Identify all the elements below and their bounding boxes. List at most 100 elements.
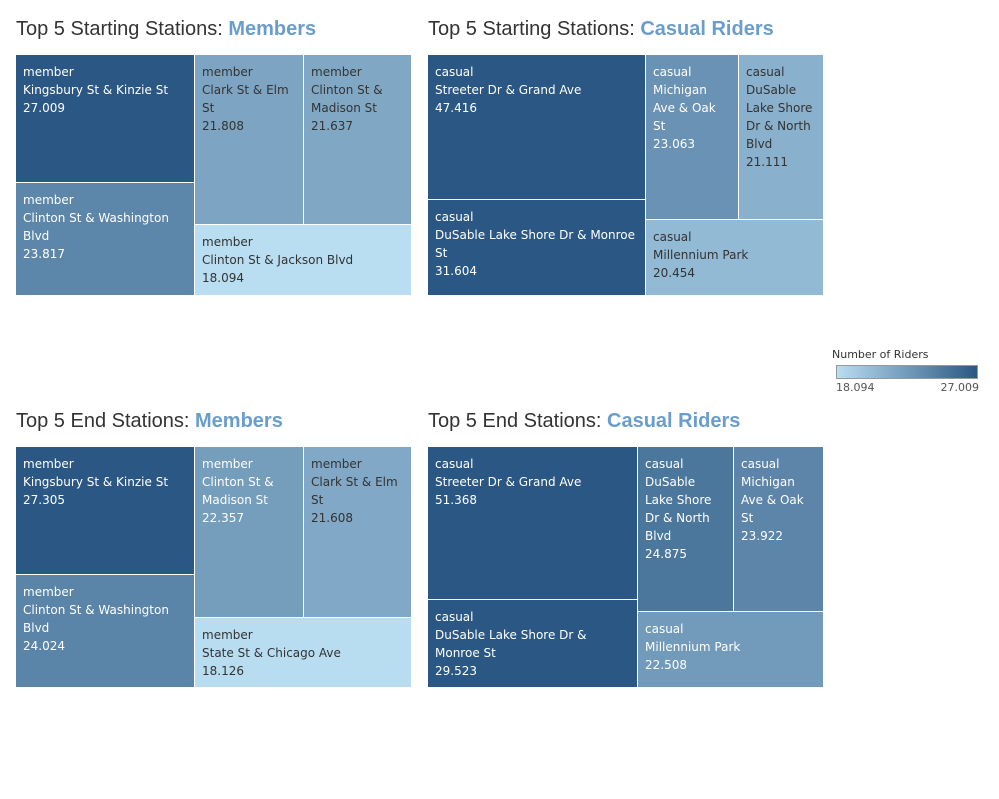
cell-value-label: 24.024 [23,639,65,653]
cell-group-label: casual [435,210,474,224]
panel-title-start-casual: Top 5 Starting Stations: Casual Riders [428,18,774,41]
legend-gradient-bar [836,365,978,379]
treemap-cell[interactable]: member Kingsbury St & Kinzie St 27.305 [16,447,195,575]
cell-group-label: member [23,65,74,79]
treemap-cell[interactable]: casual DuSable Lake Shore Dr & Monroe St 2… [428,600,638,688]
legend-labels: 18.094 27.009 [832,381,982,397]
cell-value-label: 18.126 [202,664,244,678]
cell-station-label: Michigan Ave & Oak St [653,83,716,133]
title-prefix: Top 5 Starting Stations: [428,18,641,40]
legend-max-label: 27.009 [940,381,980,394]
cell-value-label: 27.305 [23,493,65,507]
cell-group-label: casual [741,457,780,471]
treemap-cell[interactable]: member Clinton St & Jackson Blvd 18.094 [195,225,412,296]
cell-group-label: casual [435,610,474,624]
cell-group-label: member [202,235,253,249]
cell-station-label: DuSable Lake Shore Dr & North Blvd [645,475,712,543]
treemap-cell[interactable]: casual Michigan Ave & Oak St 23.922 [734,447,824,612]
cell-station-label: DuSable Lake Shore Dr & Monroe St [435,228,636,260]
treemap-end-casual: casual Streeter Dr & Grand Ave 51.368 casua… [428,447,824,688]
legend-min-label: 18.094 [836,381,875,394]
cell-group-label: casual [746,65,785,79]
cell-group-label: casual [435,457,474,471]
panel-title-end-members: Top 5 End Stations: Members [16,410,283,433]
treemap-cell[interactable]: member Clinton St & Madison St 22.357 [195,447,304,618]
cell-value-label: 23.817 [23,247,65,261]
cell-group-label: member [202,457,253,471]
title-prefix: Top 5 Starting Stations: [16,18,229,40]
treemap-cell[interactable]: casual Streeter Dr & Grand Ave 51.368 [428,447,638,600]
cell-value-label: 31.604 [435,264,477,278]
cell-station-label: DuSable Lake Shore Dr & Monroe St [435,628,587,660]
color-legend: Number of Riders 18.094 27.009 [832,348,982,397]
treemap-cell[interactable]: member Clark St & Elm St 21.608 [304,447,412,618]
cell-value-label: 22.508 [645,658,687,672]
cell-station-label: DuSable Lake Shore Dr & North Blvd [746,83,813,151]
cell-station-label: Kingsbury St & Kinzie St [23,475,169,489]
cell-group-label: casual [653,65,692,79]
cell-station-label: Clinton St & Madison St [202,475,274,507]
cell-value-label: 21.608 [311,511,353,525]
treemap-cell[interactable]: member Clinton St & Washington Blvd 24.024 [16,575,195,688]
panel-title-start-members: Top 5 Starting Stations: Members [16,18,316,41]
cell-station-label: Michigan Ave & Oak St [741,475,804,525]
cell-station-label: Millennium Park [653,248,749,262]
title-prefix: Top 5 End Stations: [16,410,196,432]
cell-value-label: 24.875 [645,547,687,561]
cell-station-label: Streeter Dr & Grand Ave [435,83,582,97]
legend-title: Number of Riders [832,348,929,361]
cell-value-label: 47.416 [435,101,477,115]
treemap-cell[interactable]: casual DuSable Lake Shore Dr & Monroe St 3… [428,200,646,296]
treemap-cell[interactable]: casual DuSable Lake Shore Dr & North Blvd… [739,55,824,220]
cell-station-label: Kingsbury St & Kinzie St [23,83,169,97]
cell-value-label: 21.808 [202,119,244,133]
treemap-cell[interactable]: member Clinton St & Madison St 21.637 [304,55,412,225]
cell-station-label: Clark St & Elm St [202,83,289,115]
cell-value-label: 51.368 [435,493,477,507]
cell-value-label: 20.454 [653,266,695,280]
treemap-cell[interactable]: casual Millennium Park 22.508 [638,612,824,688]
cell-value-label: 29.523 [435,664,477,678]
cell-station-label: Clark St & Elm St [311,475,398,507]
treemap-cell[interactable]: casual Millennium Park 20.454 [646,220,824,296]
cell-station-label: Millennium Park [645,640,741,654]
cell-value-label: 23.063 [653,137,695,151]
title-highlight: Members [195,410,283,432]
treemap-end-members: member Kingsbury St & Kinzie St 27.305 memb… [16,447,412,688]
cell-station-label: Clinton St & Washington Blvd [23,603,169,635]
cell-group-label: member [23,585,74,599]
cell-value-label: 21.637 [311,119,353,133]
title-highlight: Members [228,18,317,40]
treemap-start-casual: casual Streeter Dr & Grand Ave 47.416 casua… [428,55,824,296]
treemap-cell[interactable]: casual Michigan Ave & Oak St 23.063 [646,55,739,220]
title-prefix: Top 5 End Stations: [428,410,608,432]
treemap-cell[interactable]: member State St & Chicago Ave 18.126 [195,618,412,688]
cell-group-label: casual [645,622,684,636]
cell-station-label: State St & Chicago Ave [202,646,341,660]
cell-group-label: member [23,193,74,207]
cell-value-label: 23.922 [741,529,783,543]
cell-value-label: 18.094 [202,271,244,285]
cell-station-label: Clinton St & Jackson Blvd [202,253,354,267]
cell-value-label: 27.009 [23,101,65,115]
cell-group-label: casual [435,65,474,79]
cell-value-label: 21.111 [746,155,788,169]
treemap-cell[interactable]: member Kingsbury St & Kinzie St 27.009 [16,55,195,183]
treemap-cell[interactable]: casual DuSable Lake Shore Dr & North Blvd… [638,447,734,612]
cell-value-label: 22.357 [202,511,244,525]
treemap-cell[interactable]: member Clinton St & Washington Blvd 23.817 [16,183,195,296]
cell-station-label: Streeter Dr & Grand Ave [435,475,582,489]
cell-station-label: Clinton St & Washington Blvd [23,211,169,243]
treemap-cell[interactable]: casual Streeter Dr & Grand Ave 47.416 [428,55,646,200]
cell-group-label: casual [653,230,692,244]
cell-group-label: member [311,65,362,79]
title-highlight: Casual Riders [607,410,741,432]
cell-group-label: member [23,457,74,471]
cell-group-label: member [311,457,362,471]
treemap-cell[interactable]: member Clark St & Elm St 21.808 [195,55,304,225]
panel-title-end-casual: Top 5 End Stations: Casual Riders [428,410,740,433]
cell-group-label: member [202,628,253,642]
treemap-start-members: member Kingsbury St & Kinzie St 27.009 memb… [16,55,412,296]
cell-station-label: Clinton St & Madison St [311,83,383,115]
title-highlight: Casual Riders [640,18,774,40]
